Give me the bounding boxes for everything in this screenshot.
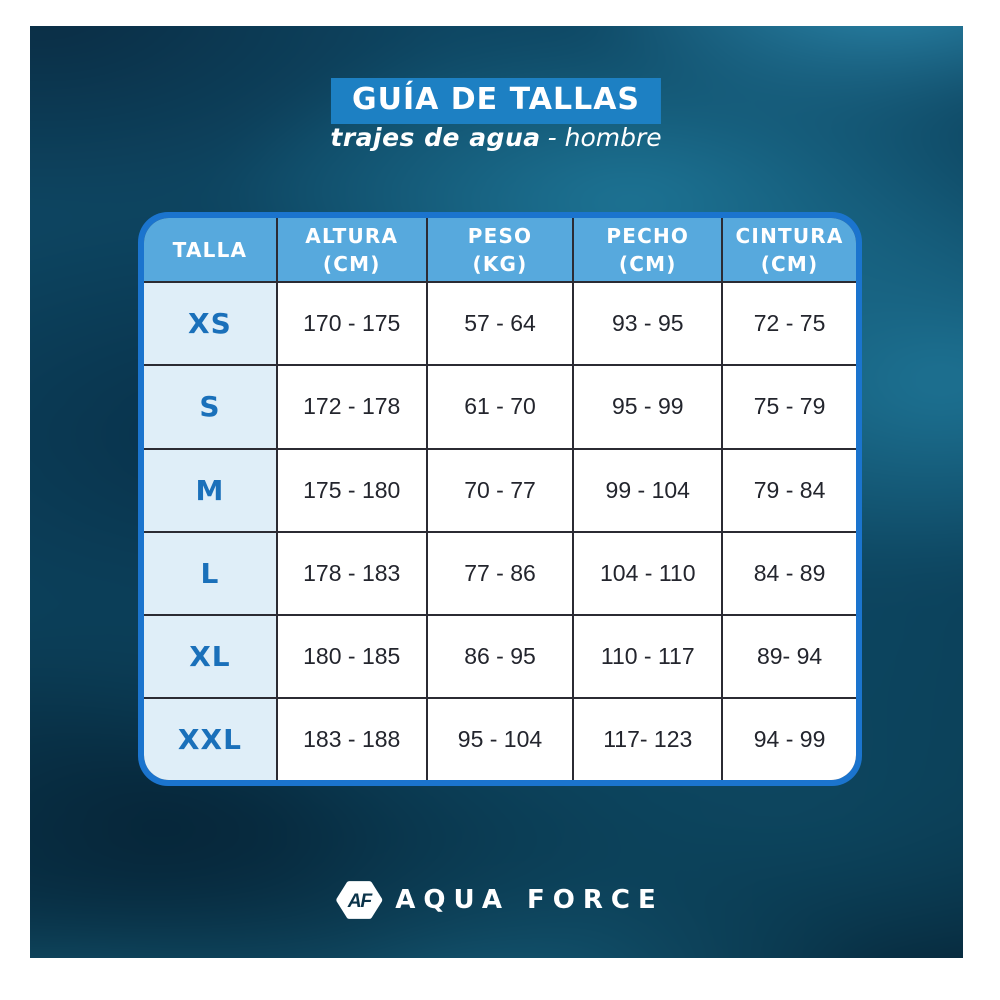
size-cell: XS [144,283,276,365]
cintura-cell: 75 - 79 [723,366,856,448]
cintura-cell: 94 - 99 [723,698,856,780]
cintura-cell: 84 - 89 [723,532,856,614]
subtitle: trajes de agua - hombre [330,123,661,152]
cintura-cell: 79 - 84 [723,449,856,531]
peso-cell: 95 - 104 [427,698,573,780]
size-cell: S [144,366,276,448]
pecho-cell: 117- 123 [574,698,722,780]
altura-cell: 172 - 178 [277,366,426,448]
header-cell-cintura: CINTURA (CM) [723,218,856,282]
header-unit: (CM) [618,251,677,276]
header-unit: (CM) [322,251,381,276]
header-cell-altura: ALTURA (CM) [277,218,426,282]
cintura-cell: 72 - 75 [723,283,856,365]
header-unit: (KG) [472,251,528,276]
header-label: PESO [467,223,533,248]
header-unit: (CM) [760,251,819,276]
af-hexagon-icon: AF [336,881,383,919]
af-monogram: AF [347,891,374,912]
peso-cell: 70 - 77 [427,449,573,531]
altura-cell: 170 - 175 [277,283,426,365]
header-label: CINTURA [735,223,844,248]
page-title: GUÍA DE TALLAS [351,82,641,117]
size-cell: XL [144,615,276,697]
altura-cell: 183 - 188 [277,698,426,780]
header-label: ALTURA [305,223,399,248]
pecho-cell: 104 - 110 [574,532,722,614]
size-cell: L [144,532,276,614]
size-cell: M [144,449,276,531]
subtitle-product: trajes de agua [330,123,541,152]
peso-cell: 77 - 86 [427,532,573,614]
subtitle-gender: - hombre [547,123,662,152]
size-guide-grid: TALLA ALTURA (CM) PESO (KG) PECHO (CM) C… [144,218,856,780]
header-cell-peso: PESO (KG) [427,218,573,282]
pecho-cell: 95 - 99 [574,366,722,448]
size-guide-table: TALLA ALTURA (CM) PESO (KG) PECHO (CM) C… [138,212,862,786]
altura-cell: 178 - 183 [277,532,426,614]
altura-cell: 180 - 185 [277,615,426,697]
header-label: PECHO [606,223,690,248]
pecho-cell: 93 - 95 [574,283,722,365]
brand-name: AQUA FORCE [395,885,664,915]
size-cell: XXL [144,698,276,780]
altura-cell: 175 - 180 [277,449,426,531]
header-cell-pecho: PECHO (CM) [574,218,722,282]
title-banner: GUÍA DE TALLAS [330,78,662,124]
cintura-cell: 89- 94 [723,615,856,697]
pecho-cell: 99 - 104 [574,449,722,531]
header-cell-talla: TALLA [144,218,276,282]
pecho-cell: 110 - 117 [574,615,722,697]
header-label: TALLA [172,237,248,262]
brand-logo: AF AQUA FORCE [336,879,663,921]
peso-cell: 61 - 70 [427,366,573,448]
peso-cell: 86 - 95 [427,615,573,697]
peso-cell: 57 - 64 [427,283,573,365]
